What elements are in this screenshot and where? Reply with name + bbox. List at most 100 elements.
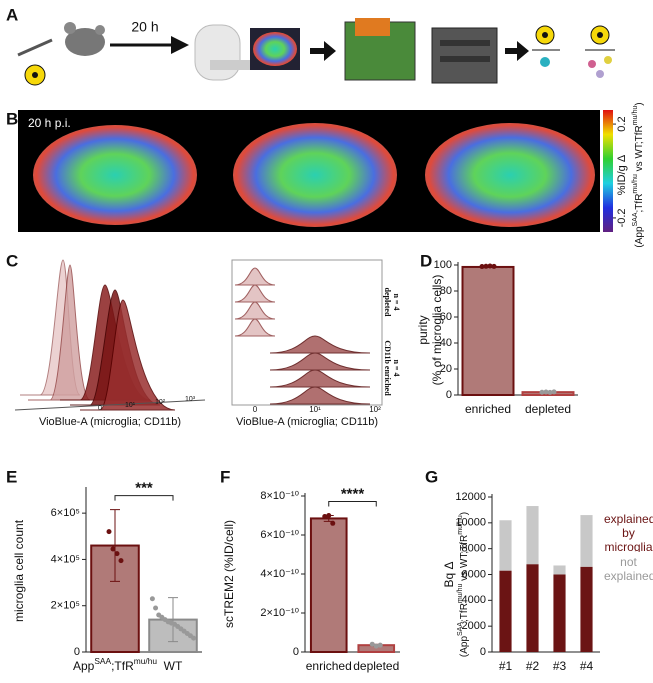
y-tick-label: 20 [440, 363, 452, 375]
y-axis-label: (% of microglia cells) [430, 275, 444, 386]
x-tick-label: #3 [553, 659, 567, 673]
y-axis-label-group: (% of microglia cells) [430, 275, 444, 386]
panel-label: F [220, 467, 230, 486]
y-tick-label: 0 [446, 389, 452, 401]
y-axis-label: (App [459, 636, 470, 658]
x-tick-label: 0 [98, 405, 102, 412]
bar [309, 517, 348, 653]
time-label: 20 h [131, 19, 158, 35]
y-tick-label: 0 [480, 646, 486, 658]
data-point [330, 520, 336, 526]
y-axis-label: ) [459, 512, 470, 515]
y-axis-label-group: scTREM2 (%ID/cell) [222, 520, 236, 628]
x-tick-label: 10³ [185, 396, 196, 403]
x-tick-label: 10² [369, 405, 381, 414]
y-tick-label: 8×10⁻¹⁰ [260, 490, 299, 502]
x-tick-label-group: WT [164, 659, 183, 673]
x-tick-label: enriched [465, 402, 511, 416]
x-tick-label: #2 [526, 659, 540, 673]
group-label: depleted [383, 288, 392, 317]
y-axis-label-group: purity [416, 315, 430, 344]
panel-label: E [6, 467, 17, 486]
data-point [369, 641, 375, 647]
y-axis-label: purity [416, 315, 430, 344]
data-point [373, 643, 379, 649]
bar-segment [526, 506, 539, 565]
y-axis-label: Bq Δ [442, 561, 456, 587]
data-point [551, 389, 557, 395]
x-tick-label: mu/hu [134, 656, 158, 666]
colorbar-label: vs WT;TfR [634, 125, 645, 174]
y-tick-label: 2×10⁵ [51, 600, 80, 612]
panel-label: D [420, 251, 432, 270]
x-tick-label: ;TfR [111, 659, 134, 673]
x-tick-label: depleted [525, 402, 571, 416]
data-point [483, 263, 489, 269]
colorbar-label-group: %ID/g Δ [616, 154, 628, 195]
colorbar-label: (App [634, 226, 645, 248]
data-point [487, 263, 493, 269]
x-axis-label: VioBlue-A (microglia; CD11b) [236, 416, 378, 428]
x-tick-label: #1 [499, 659, 513, 673]
schematic: 20 h [17, 18, 615, 86]
error-bar [110, 509, 120, 582]
legend-entry-box: explained by microglia uptake [604, 512, 653, 552]
flow-histograms [14, 259, 383, 411]
colorbar-label: mu/hu [632, 174, 639, 194]
y-axis-label-group: microglia cell count [12, 519, 26, 622]
y-tick-label: 6000 [462, 568, 486, 580]
y-axis-label: ;TfR [459, 603, 470, 622]
panel-label: C [6, 251, 18, 270]
y-axis-label: vs WT;TfR [459, 535, 470, 584]
bar-segment [553, 565, 566, 575]
data-point [114, 551, 120, 557]
data-point [153, 605, 159, 611]
colorbar-label-group: (AppSAA;TfRmu/hu vs WT;TfRmu/hu) [632, 102, 644, 247]
x-axis-label: VioBlue-A (microglia; CD11b) [39, 416, 181, 428]
y-axis-label-group: (AppSAA;TfRmu/hu vs WT;TfRmu/hu) [457, 512, 469, 657]
significance: *** [135, 480, 153, 497]
data-point [491, 263, 497, 269]
bar [461, 265, 515, 397]
colorbar-label: ;TfR [634, 194, 645, 213]
colorbar-label: %ID/g Δ [616, 154, 628, 195]
y-tick-label: 40 [440, 337, 452, 349]
bar-segment [526, 564, 539, 652]
y-tick-label: 2000 [462, 620, 486, 632]
data-point [326, 513, 332, 518]
colorbar-label: ) [634, 102, 645, 105]
x-tick-label: enriched [306, 659, 352, 673]
legend-entry: explained by microglia uptake [604, 512, 653, 552]
significance: **** [341, 485, 365, 502]
y-axis-label: mu/hu [457, 515, 464, 535]
colorbar-tick-label: -0.2 [616, 208, 628, 227]
pet-images [18, 110, 613, 232]
y-tick-label: 0 [74, 646, 80, 658]
group-label: n = 4 [392, 359, 401, 376]
data-point [191, 635, 197, 641]
data-point [322, 513, 328, 519]
x-tick-label: 0 [253, 405, 258, 414]
x-tick-label: SAA [94, 656, 111, 666]
y-tick-label: 2×10⁻¹⁰ [260, 607, 299, 619]
y-tick-label: 10000 [455, 517, 486, 529]
data-point [547, 389, 553, 395]
image-label: 20 h p.i. [28, 116, 71, 130]
data-point [110, 546, 116, 552]
y-tick-label: 100 [434, 259, 452, 271]
y-axis-label: SAA [457, 622, 464, 636]
data-point [539, 389, 545, 395]
y-axis-label: microglia cell count [12, 519, 26, 622]
y-tick-label: 60 [440, 311, 452, 323]
x-tick-label: WT [164, 659, 183, 673]
data-point [149, 596, 155, 602]
group-label: n = 4 [392, 293, 401, 310]
significance-bracket [114, 495, 174, 501]
y-axis-label: mu/hu [457, 584, 464, 604]
error-bar [168, 597, 178, 643]
data-point [118, 558, 124, 564]
y-tick-label: 0 [293, 646, 299, 658]
colorbar-label: SAA [632, 212, 639, 226]
y-tick-label: 8000 [462, 543, 486, 555]
